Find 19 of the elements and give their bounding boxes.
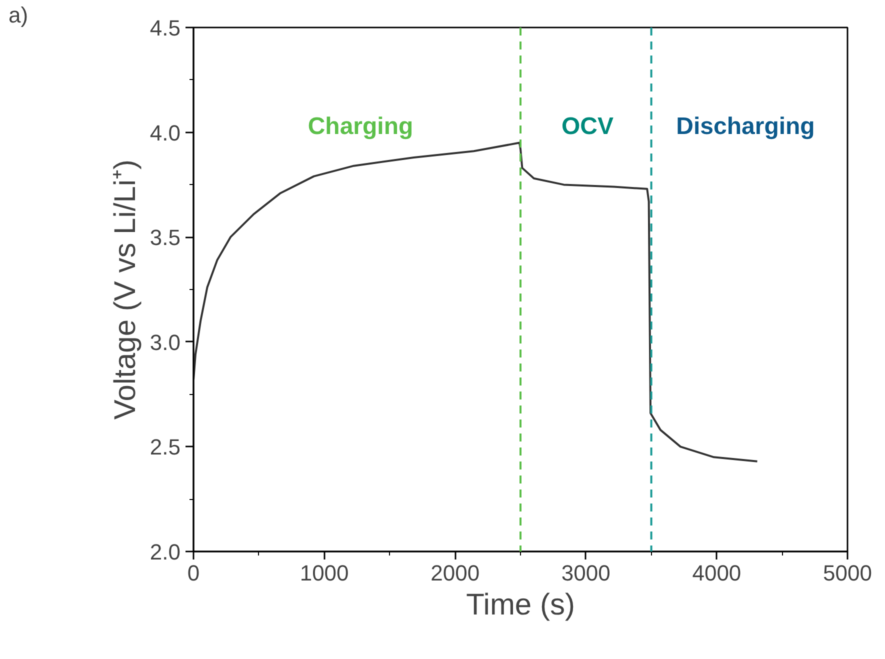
text: a) — [8, 2, 28, 28]
y-tick-label: 3.5 — [150, 225, 181, 250]
y-tick-label: 4.0 — [150, 120, 181, 146]
x-tick-label: 4000 — [692, 560, 742, 586]
x-tick-label: 0 — [187, 560, 200, 586]
y-tick-label: 2.5 — [150, 434, 181, 460]
annotation: Discharging — [676, 113, 815, 140]
y-tick-label: 4.5 — [150, 16, 181, 40]
x-tick-label: 2000 — [430, 560, 480, 586]
x-tick-label: 5000 — [823, 560, 872, 586]
x-tick-label: 1000 — [300, 560, 349, 586]
line-series — [194, 142, 758, 462]
x-axis-title: Time (s) — [466, 588, 575, 622]
y-axis-title: Voltage (V vs Li/Li⁺) — [108, 159, 142, 420]
y-tick-label: 3.0 — [150, 330, 181, 355]
annotation: OCV — [561, 113, 614, 140]
annotation: Charging — [308, 113, 414, 140]
y-tick-label: 2.0 — [150, 540, 181, 564]
x-tick-label: 3000 — [561, 560, 610, 586]
